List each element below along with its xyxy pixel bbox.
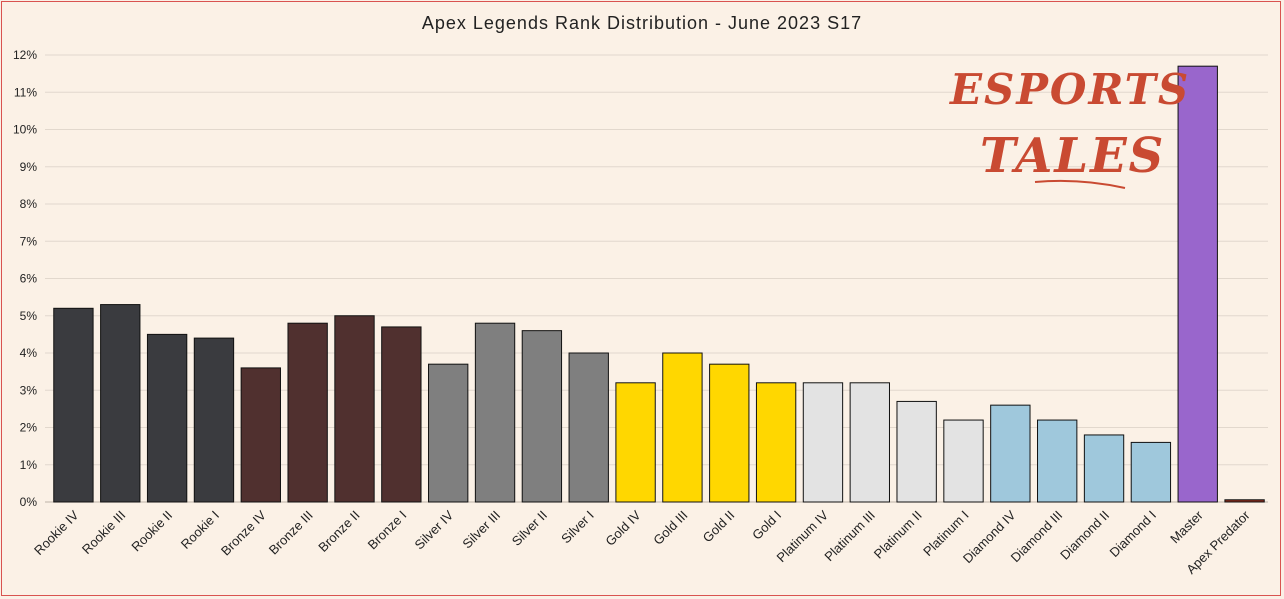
y-tick-label: 0% [20,495,38,509]
y-axis-ticks: 0% 1% 2% 3% 4% 5% 6% 7% 8% 9% 10% 11% 12% [13,48,37,509]
esports-tales-logo: ESPORTS TALES [949,65,1190,189]
y-tick-label: 9% [20,160,38,174]
bar [802,382,844,503]
x-category-label: Bronze II [315,508,362,555]
bar [521,330,563,503]
bar [896,400,937,503]
x-category-label: Platinum III [821,508,878,565]
y-tick-label: 3% [20,383,38,397]
bar [568,352,609,503]
y-tick-label: 11% [14,85,37,99]
bar [1037,419,1078,503]
x-category-label: Silver III [459,508,503,552]
bar [240,367,281,503]
bar [381,326,422,503]
bar [428,363,469,503]
bar [1177,65,1218,503]
bar [146,333,188,503]
gridlines [45,54,1268,503]
y-tick-label: 10% [13,123,37,137]
x-category-label: Gold I [749,508,784,543]
bar [193,337,235,503]
chart-title: Apex Legends Rank Distribution - June 20… [421,13,863,33]
y-tick-label: 8% [20,197,38,211]
bar [990,404,1031,503]
bar [615,382,656,503]
bar [849,382,890,503]
x-category-label: Diamond I [1107,508,1160,561]
x-category-label: Master [1167,507,1206,546]
y-tick-label: 2% [20,421,38,435]
bar [287,322,328,503]
x-category-label: Rookie II [128,508,175,555]
bar [100,304,141,503]
x-category-label: Silver IV [411,507,456,552]
logo-line-1: ESPORTS [949,65,1190,114]
x-category-label: Bronze IV [218,507,269,558]
bar [1083,434,1125,503]
bar [334,315,375,503]
x-category-label: Gold IV [602,507,643,548]
x-category-label: Bronze I [365,508,410,553]
bars [53,65,1265,503]
bar [662,352,703,503]
x-category-label: Platinum IV [773,507,831,565]
x-category-label: Rookie III [79,508,128,557]
bar [709,363,750,503]
x-category-label: Diamond II [1057,508,1112,563]
y-tick-label: 7% [20,234,38,248]
x-category-label: Bronze III [266,508,316,558]
x-category-label: Gold III [650,508,690,548]
logo-line-2: TALES [980,128,1165,184]
y-tick-label: 5% [20,309,38,323]
y-tick-label: 6% [20,272,38,286]
logo-underline [1034,179,1126,189]
x-category-label: Rookie IV [31,507,82,558]
x-category-label: Platinum II [871,508,925,562]
x-category-label: Rookie I [178,508,222,552]
bar [474,322,516,503]
x-category-label: Silver II [509,508,550,549]
y-tick-label: 4% [20,346,38,360]
y-tick-label: 1% [20,458,38,472]
bar [1224,499,1265,503]
bar [755,382,797,503]
y-tick-label: 12% [13,48,37,62]
bar [53,307,94,503]
bar [1130,441,1172,503]
bar [943,419,984,503]
x-category-label: Silver I [558,508,597,547]
x-category-label: Gold II [700,508,738,546]
